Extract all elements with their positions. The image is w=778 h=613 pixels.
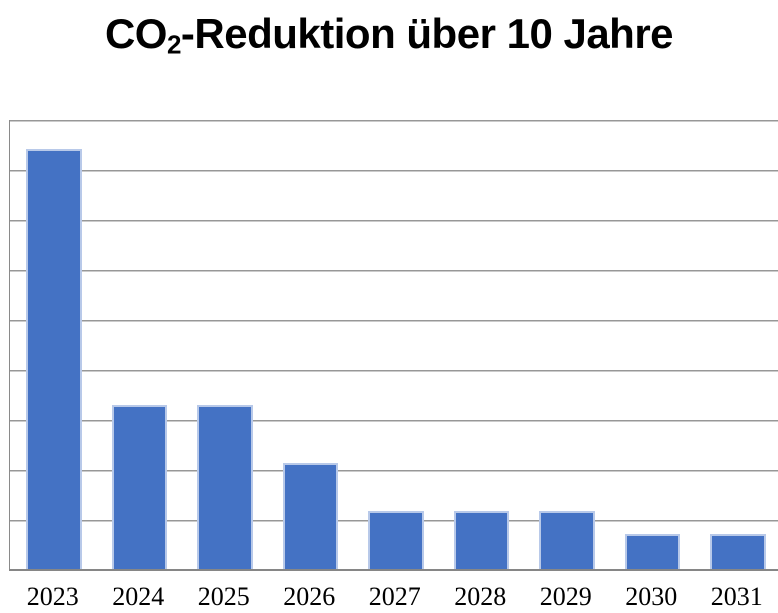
x-tick-label-2028: 2028 [454,582,507,611]
x-tick-label-2031: 2031 [710,582,763,611]
plot-area [9,120,778,570]
x-tick-label-2026: 2026 [283,582,336,611]
bar-2029 [539,511,595,570]
x-tick-label-2029: 2029 [539,582,592,611]
bar-2028 [453,511,509,570]
chart-title: CO2-Reduktion über 10 Jahre [0,10,778,58]
bar-2024 [111,405,167,570]
bar-2026 [282,463,338,570]
x-axis-labels: 2023 2024 2025 2026 2027 2028 2029 2030 2031 [9,583,778,613]
chart-title-subscript: 2 [166,29,181,60]
bar-2031 [710,533,766,570]
x-tick-label-2024: 2024 [112,582,165,611]
bar-2025 [197,405,253,570]
chart-title-suffix: -Reduktion über 10 Jahre [180,10,674,57]
x-tick-label-2025: 2025 [197,582,250,611]
bar-2027 [368,511,424,570]
x-axis-line [9,568,778,571]
x-tick-label-2027: 2027 [368,582,421,611]
chart-title-prefix: CO [104,10,168,57]
x-tick-label-2023: 2023 [26,582,79,611]
bar-2023 [26,148,82,570]
bar-2030 [624,533,680,570]
x-tick-label-2030: 2030 [625,582,678,611]
